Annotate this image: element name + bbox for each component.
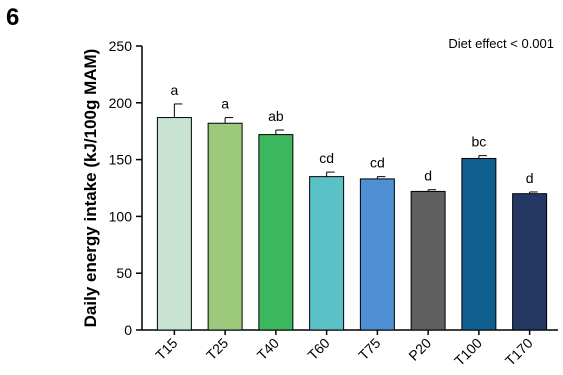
significance-label: cd xyxy=(319,150,334,166)
bar-t170 xyxy=(512,193,548,331)
y-tick-label: 50 xyxy=(116,265,132,281)
bar-t40 xyxy=(258,134,294,331)
significance-label: a xyxy=(170,82,178,98)
y-tick-label: 150 xyxy=(109,152,133,168)
y-tick-label: 250 xyxy=(109,38,133,54)
y-tick-label: 200 xyxy=(109,95,133,111)
bar-t15 xyxy=(156,117,192,331)
x-tick-label: T75 xyxy=(355,335,384,364)
x-tick-label: T25 xyxy=(203,335,232,364)
x-tick-label: T170 xyxy=(502,335,536,369)
bar-t100 xyxy=(461,157,497,331)
chart-axes: 0 50 100 150 200 250 T15 T25 T40 T60 T75 P20 T100 T17… xyxy=(109,38,558,369)
x-tick-label: T40 xyxy=(254,335,283,364)
significance-label: cd xyxy=(370,155,385,171)
panel-label: 6 xyxy=(6,4,20,31)
bar-t60 xyxy=(309,176,345,331)
x-tick-label: T60 xyxy=(304,335,333,364)
diet-effect-annotation: Diet effect < 0.001 xyxy=(448,36,554,51)
y-tick-label: 100 xyxy=(109,208,133,224)
significance-label: ab xyxy=(268,108,284,124)
bar-t75 xyxy=(359,178,395,331)
x-tick-label: P20 xyxy=(405,335,434,364)
y-axis-title: Daily energy intake (kJ/100g MAM) xyxy=(81,49,100,328)
bar-p20 xyxy=(410,190,446,331)
significance-label: a xyxy=(221,96,229,112)
x-tick-label: T100 xyxy=(451,335,485,369)
significance-label: d xyxy=(526,170,534,186)
bar-t25 xyxy=(207,122,243,331)
significance-label: bc xyxy=(471,134,486,150)
x-tick-label: T15 xyxy=(152,335,181,364)
chart-bars: a a ab cd cd d bc d xyxy=(156,82,548,331)
y-tick-label: 0 xyxy=(124,322,132,338)
significance-label: d xyxy=(424,168,432,184)
